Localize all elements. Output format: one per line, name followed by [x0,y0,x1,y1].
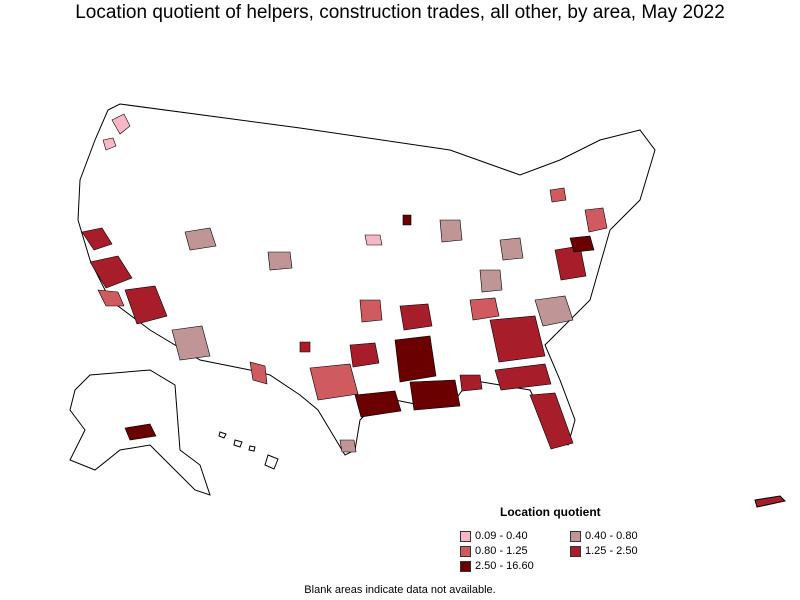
region-texas-west [249,361,268,385]
legend-label-4: 1.25 - 2.50 [585,545,638,557]
region-mississippi-gulf [459,374,483,392]
legend-swatch-2 [570,530,581,542]
region-louisiana [394,335,437,383]
legend-item-1: 0.09 - 0.40 [460,530,528,542]
region-oklahoma [359,299,383,323]
region-virginia [554,245,587,281]
region-california-central [89,255,133,289]
region-louisiana-gulf [409,379,461,411]
region-alabama [469,297,500,321]
footnote: Blank areas indicate data not available. [304,584,496,596]
region-new-mexico [299,341,311,353]
legend-swatch-4 [570,545,581,557]
legend-swatch-5 [460,560,471,572]
region-texas-east [349,342,380,368]
legend-swatch-1 [460,530,471,542]
region-iowa [364,234,383,246]
legend-label-5: 2.50 - 16.60 [475,560,534,572]
region-utah [184,227,217,251]
legend-label-3: 0.80 - 1.25 [475,545,528,557]
legend-title: Location quotient [500,505,601,519]
region-oregon [102,137,117,151]
region-illinois [439,219,463,243]
region-california-north [81,227,113,251]
region-california-south [97,289,125,307]
legend-label-2: 0.40 - 0.80 [585,530,638,542]
region-florida-peninsula [529,392,574,450]
map-regions [81,113,608,453]
legend-item-5: 2.50 - 16.60 [460,560,534,572]
region-arizona-west [124,285,168,325]
region-colorado [267,251,293,271]
region-pennsylvania [584,207,608,233]
region-maryland [569,235,595,253]
region-texas-gulf [354,390,402,418]
legend-item-2: 0.40 - 0.80 [570,530,638,542]
region-south-carolina [534,295,574,327]
puerto-rico [754,495,787,508]
region-ohio [499,237,524,261]
hawaii-islands [218,431,279,470]
region-arizona-south [171,325,211,361]
region-new-york [549,187,567,203]
region-texas-central [309,363,359,401]
legend-item-4: 1.25 - 2.50 [570,545,638,557]
legend-swatch-3 [460,545,471,557]
region-wisconsin [402,214,412,226]
region-georgia [489,315,546,363]
legend-item-3: 0.80 - 1.25 [460,545,528,557]
map-title: Location quotient of helpers, constructi… [75,2,725,23]
legend-label-1: 0.09 - 0.40 [475,530,528,542]
region-texas-south [339,439,357,453]
region-washington [111,113,131,135]
region-florida-north [494,363,552,391]
region-indiana [479,269,503,293]
region-alaska-south [124,423,157,441]
region-arkansas [399,303,433,331]
